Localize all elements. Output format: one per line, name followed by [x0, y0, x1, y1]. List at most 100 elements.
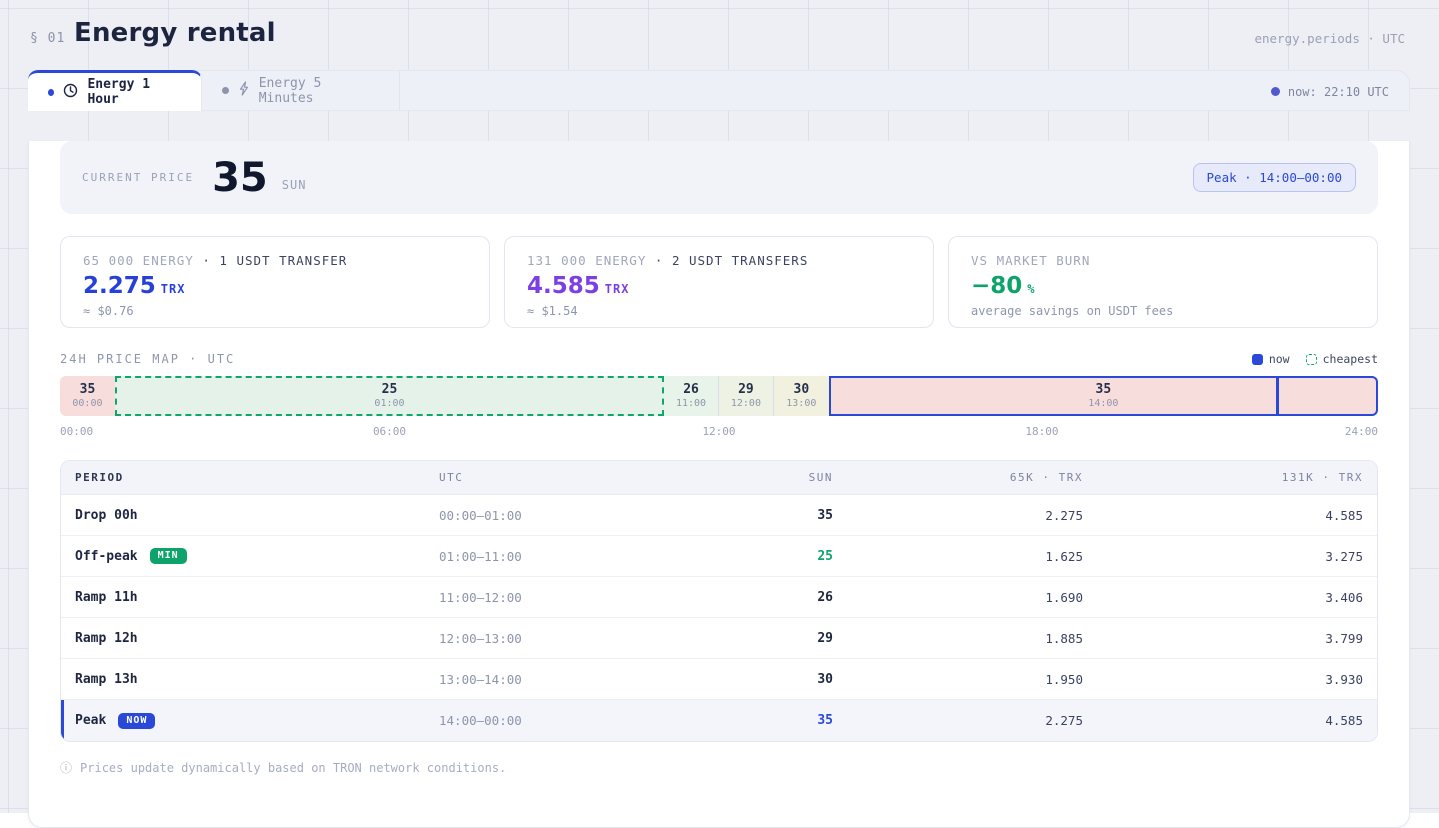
- main-card: Energy 1 Hour Energy 5 Minutes now: 22:1…: [28, 70, 1410, 828]
- table-row-ramp-11h: Ramp 11h 11:00–12:00 26 1.690 3.406: [61, 577, 1377, 618]
- periods-table: PERIOD UTC SUN 65K · TRX 131K · TRX Drop…: [60, 460, 1378, 742]
- active-tab-dot: [48, 88, 55, 96]
- segment-peak[interactable]: 35 14:00: [828, 376, 1378, 416]
- segment-price: 35: [1095, 381, 1112, 397]
- min-badge: MIN: [149, 548, 187, 564]
- axis-tick: 00:00: [60, 425, 94, 438]
- energy-amount-label: 131 000 ENERGY: [527, 253, 647, 268]
- col-131k-trx: 131K · TRX: [1281, 471, 1363, 484]
- transfer-count-label: · 1 USDT TRANSFER: [202, 253, 348, 268]
- current-price-value: 35: [212, 154, 268, 201]
- period-trx65: 1.950: [1045, 671, 1083, 687]
- savings-percent: −80: [971, 273, 1023, 299]
- period-name: Peak: [75, 713, 107, 728]
- period-name: Off-peak: [75, 548, 138, 564]
- table-header-row: PERIOD UTC SUN 65K · TRX 131K · TRX: [61, 461, 1377, 495]
- period-sun: 29: [817, 630, 833, 646]
- col-sun: SUN: [808, 471, 833, 484]
- tab-energy-5-minutes[interactable]: Energy 5 Minutes: [202, 71, 400, 110]
- trx-unit: TRX: [160, 282, 186, 296]
- period-utc: 00:00–01:00: [439, 507, 522, 523]
- col-period: PERIOD: [75, 471, 124, 484]
- stat-card-65k: 65 000 ENERGY · 1 USDT TRANSFER 2.275 TRX…: [60, 236, 490, 328]
- period-trx131: 3.275: [1325, 548, 1363, 564]
- stat-card-heading: 131 000 ENERGY · 2 USDT TRANSFERS: [527, 253, 911, 268]
- segment-time: 12:00: [730, 397, 761, 409]
- card-body: CURRENT PRICE 35 SUN Peak · 14:00–00:00 …: [28, 141, 1410, 828]
- footer-note: ⓘ Prices update dynamically based on TRO…: [60, 759, 1378, 776]
- period-trx131: 3.930: [1325, 671, 1363, 687]
- segment-time: 00:00: [72, 397, 103, 409]
- footer-note-text: Prices update dynamically based on TRON …: [80, 760, 507, 775]
- current-price-label: CURRENT PRICE: [82, 171, 195, 184]
- period-trx65: 1.690: [1045, 589, 1083, 605]
- current-period-badge: Peak · 14:00–00:00: [1192, 163, 1356, 192]
- now-marker-line: [1276, 378, 1279, 414]
- period-sun: 35: [817, 507, 833, 523]
- period-trx131: 4.585: [1325, 713, 1363, 728]
- period-trx65: 1.885: [1045, 630, 1083, 646]
- segment-price: 25: [381, 381, 398, 397]
- now-swatch-icon: [1251, 353, 1263, 365]
- percent-sign: %: [1027, 282, 1036, 296]
- vs-market-label: VS MARKET BURN: [971, 253, 1091, 268]
- inactive-tab-dot: [222, 87, 229, 94]
- period-trx65: 2.275: [1045, 507, 1083, 523]
- price-map-axis: 00:00 06:00 12:00 18:00 24:00: [60, 425, 1378, 439]
- segment-price: 29: [738, 381, 754, 397]
- segment-time: 11:00: [675, 397, 707, 409]
- axis-tick: 24:00: [1344, 425, 1378, 438]
- col-utc: UTC: [439, 471, 464, 484]
- period-sun: 26: [817, 589, 833, 605]
- trx-price: 4.585 TRX: [527, 273, 911, 299]
- price-map-header: 24H PRICE MAP · UTC now cheapest: [60, 352, 1378, 366]
- table-row-off-peak: Off-peak MIN 01:00–11:00 25 1.625 3.275: [61, 536, 1377, 577]
- energy-amount-label: 65 000 ENERGY: [83, 253, 194, 268]
- legend-now-label: now: [1268, 352, 1290, 366]
- transfer-count-label: · 2 USDT TRANSFERS: [654, 253, 809, 268]
- legend-cheapest-label: cheapest: [1322, 352, 1378, 366]
- period-utc: 14:00–00:00: [439, 713, 522, 728]
- price-map-title: 24H PRICE MAP · UTC: [60, 352, 236, 366]
- period-sun: 30: [817, 671, 833, 687]
- trx-unit: TRX: [604, 282, 630, 296]
- segment-time: 01:00: [374, 397, 405, 409]
- segment-drop-00h[interactable]: 35 00:00: [60, 376, 115, 416]
- tab-energy-1-hour[interactable]: Energy 1 Hour: [28, 70, 202, 111]
- legend-now: now: [1251, 352, 1290, 366]
- tab-bar: Energy 1 Hour Energy 5 Minutes now: 22:1…: [28, 70, 1410, 111]
- segment-time: 13:00: [786, 397, 817, 409]
- info-icon: ⓘ: [60, 761, 73, 775]
- stat-card-heading: VS MARKET BURN: [971, 253, 1355, 268]
- period-utc: 12:00–13:00: [439, 630, 522, 646]
- current-price-unit: SUN: [281, 177, 307, 192]
- period-sun: 35: [817, 713, 833, 728]
- table-row-drop-00h: Drop 00h 00:00–01:00 35 2.275 4.585: [61, 495, 1377, 536]
- period-utc: 13:00–14:00: [439, 671, 522, 687]
- price-map-legend: now cheapest: [1251, 352, 1378, 366]
- segment-ramp-13h[interactable]: 30 13:00: [773, 376, 829, 416]
- segment-ramp-11h[interactable]: 26 11:00: [664, 376, 719, 416]
- period-trx131: 3.406: [1325, 589, 1363, 605]
- segment-time: 14:00: [1088, 397, 1119, 409]
- page-title: Energy rental: [74, 18, 276, 48]
- period-name: Ramp 12h: [75, 630, 138, 646]
- period-trx131: 4.585: [1325, 507, 1363, 523]
- axis-tick: 06:00: [372, 425, 407, 438]
- table-row-peak: Peak NOW 14:00–00:00 35 2.275 4.585: [61, 700, 1377, 741]
- period-name: Ramp 11h: [75, 589, 138, 605]
- segment-off-peak[interactable]: 25 01:00: [114, 376, 665, 416]
- trx-value: 4.585: [527, 273, 600, 299]
- price-map-bar: 35 00:00 25 01:00 26 11:00 29 12:00 30: [60, 376, 1378, 416]
- now-time-label: now: 22:10 UTC: [1287, 84, 1389, 99]
- segment-price: 30: [793, 381, 810, 397]
- segment-ramp-12h[interactable]: 29 12:00: [718, 376, 774, 416]
- axis-tick: 18:00: [1025, 425, 1059, 438]
- segment-price: 35: [79, 381, 96, 397]
- period-trx65: 1.625: [1045, 548, 1083, 564]
- table-row-ramp-12h: Ramp 12h 12:00–13:00 29 1.885 3.799: [61, 618, 1377, 659]
- period-utc: 01:00–11:00: [439, 548, 522, 564]
- clock-icon: [63, 83, 78, 102]
- stat-card-heading: 65 000 ENERGY · 1 USDT TRANSFER: [83, 253, 467, 268]
- period-trx65: 2.275: [1045, 713, 1083, 728]
